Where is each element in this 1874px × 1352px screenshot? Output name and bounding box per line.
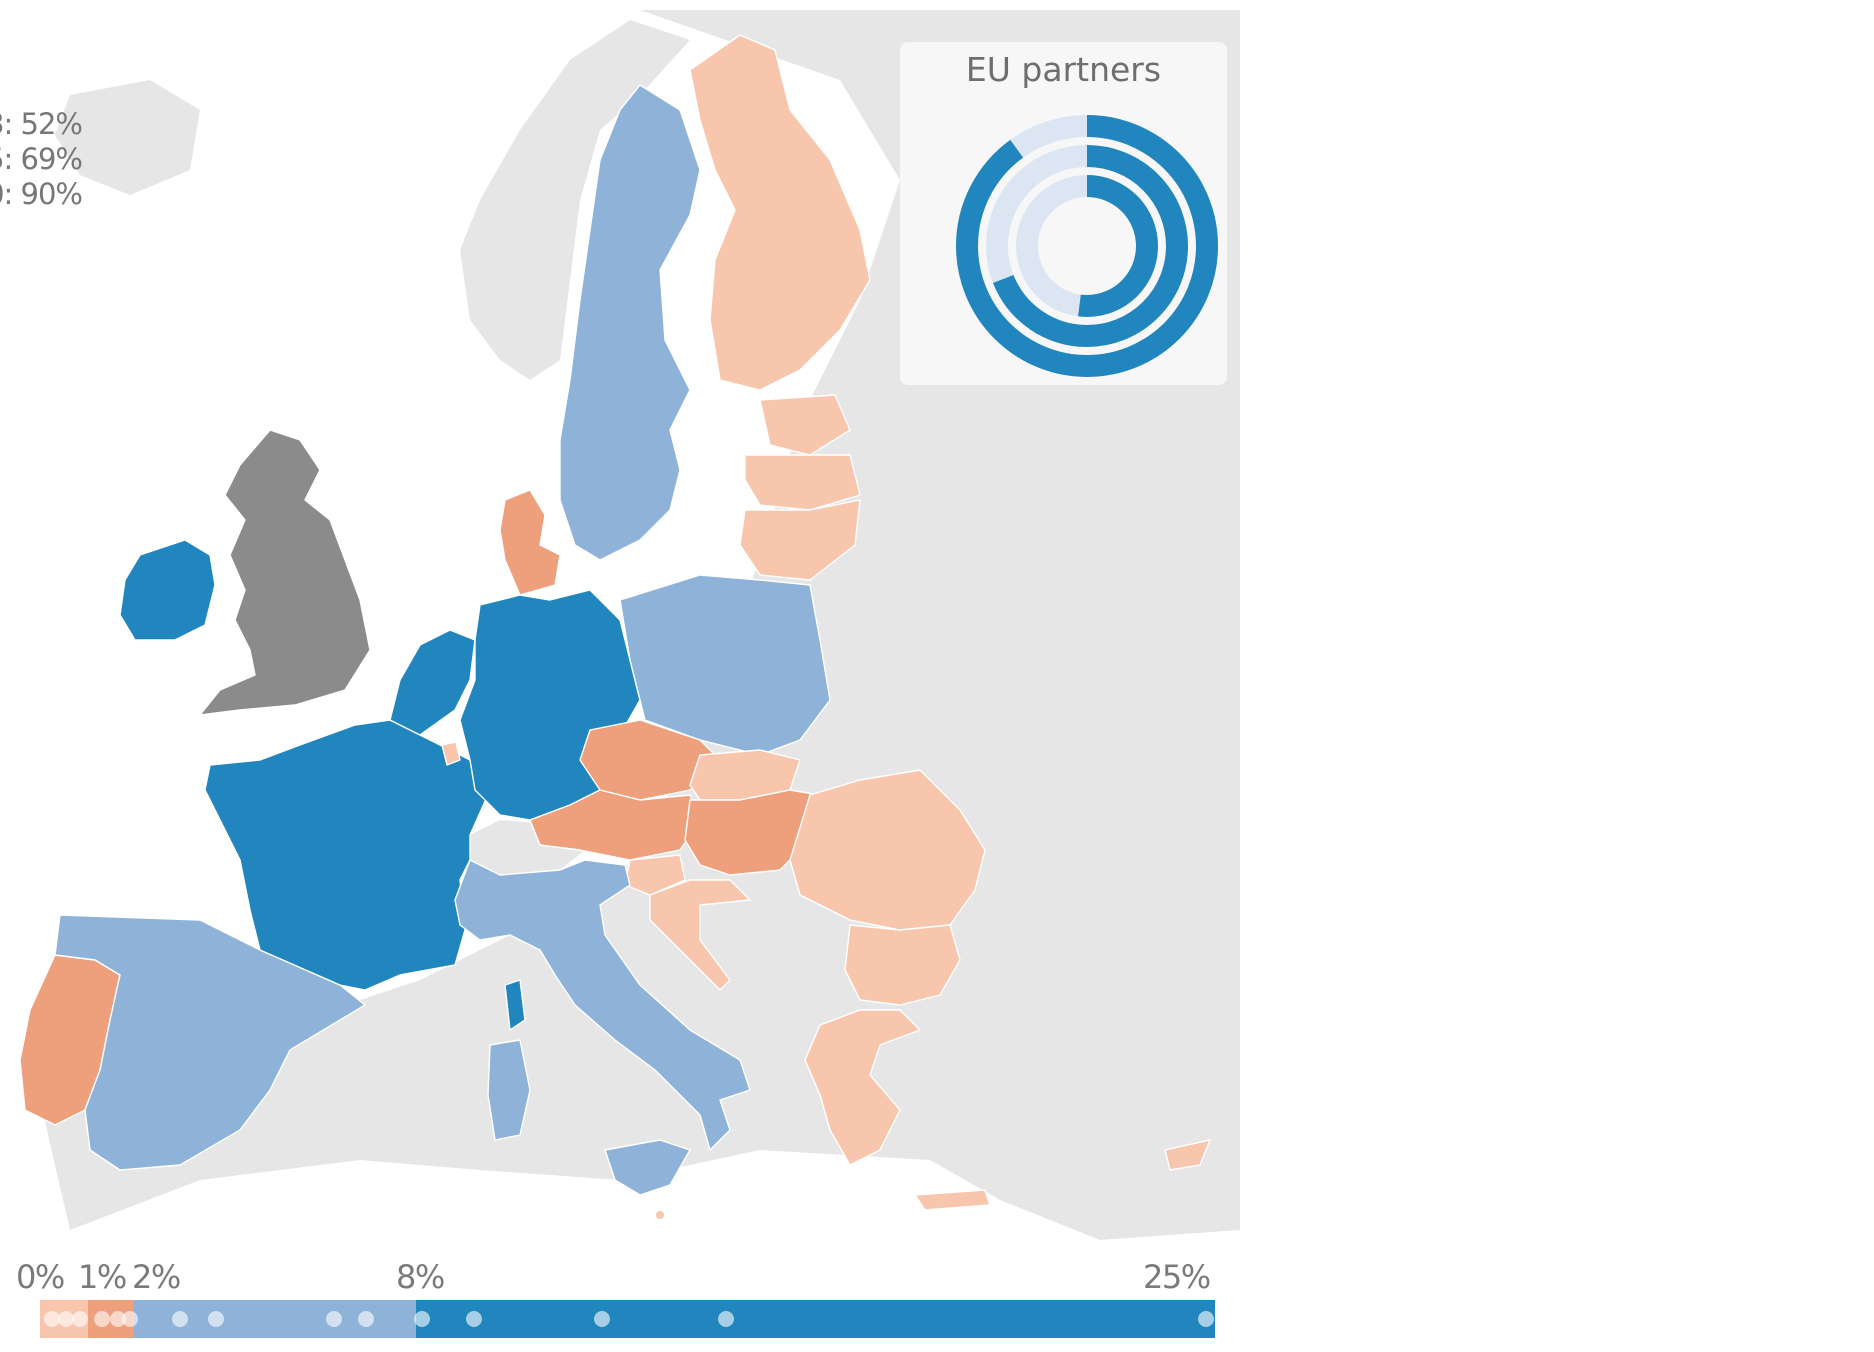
norway: [460, 20, 690, 380]
country-sardinia: [487, 1039, 531, 1141]
country-corsica: [504, 979, 526, 1031]
country-uk: [199, 429, 371, 716]
country-crete: [914, 1189, 991, 1211]
country-ireland: [119, 539, 216, 641]
country-latvia: [744, 454, 861, 511]
scale-tick-2: 2%: [132, 1258, 181, 1296]
ring-arc-1: [986, 145, 1188, 347]
country-croatia: [649, 879, 751, 991]
scale-tick-0: 0%: [16, 1258, 65, 1296]
country-cyprus: [1164, 1139, 1211, 1171]
country-sicily: [604, 1139, 691, 1196]
iceland: [55, 80, 200, 195]
turkey: [1000, 900, 1240, 1120]
country-denmark: [499, 489, 561, 596]
balkans: [690, 880, 800, 1040]
scale-tick-8: 8%: [396, 1258, 445, 1296]
country-greece: [804, 1009, 921, 1166]
country-poland: [619, 574, 831, 756]
scale-tick-1: 1%: [78, 1258, 127, 1296]
country-romania: [789, 769, 986, 931]
panel-title: EU partners: [965, 50, 1162, 89]
scale-dots: [44, 1311, 1214, 1327]
ring-label-top-3: Top 3: 52%: [0, 107, 83, 141]
country-finland: [689, 34, 871, 391]
country-sweden: [559, 84, 701, 561]
country-lithuania: [739, 499, 861, 581]
country-italy: [454, 859, 751, 1151]
ring-arc-2: [956, 115, 1218, 377]
country-czechia: [579, 719, 721, 801]
scale-band-8-25: [416, 1300, 1215, 1338]
country-luxembourg: [441, 741, 461, 766]
scale-tick-25: 25%: [1143, 1258, 1211, 1296]
country-malta: [656, 1211, 664, 1219]
ring-label-top-5: Top 5: 69%: [0, 142, 83, 176]
country-estonia: [759, 394, 851, 456]
ring-label-top-10: Top 10: 90%: [0, 177, 83, 211]
country-bulgaria: [844, 924, 961, 1006]
ring-arc-0: [1016, 175, 1158, 317]
